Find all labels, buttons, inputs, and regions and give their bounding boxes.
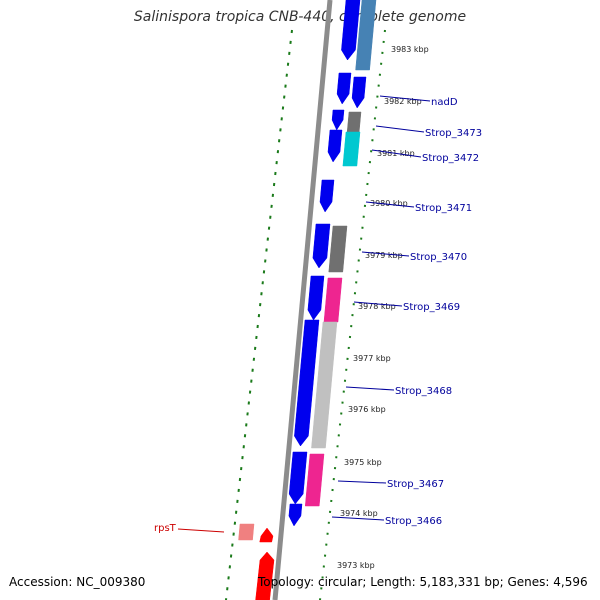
gene-feature-blue — [312, 223, 331, 269]
dotted-tracks — [224, 29, 386, 600]
svg-text:nadD: nadD — [431, 97, 458, 108]
map-title: Salinispora tropica CNB-440, complete ge… — [133, 9, 467, 25]
svg-text:Strop_3468: Strop_3468 — [395, 386, 452, 397]
gene-feature-blue — [307, 275, 325, 321]
gene-feature-blue — [341, 0, 361, 61]
gene-features — [238, 0, 377, 600]
svg-text:Strop_3472: Strop_3472 — [422, 153, 479, 164]
gene-feature-blue — [288, 503, 303, 527]
gene-feature-gray — [346, 111, 362, 133]
svg-text:Strop_3467: Strop_3467 — [387, 479, 444, 490]
gene-label-strop_3472[interactable]: Strop_3472 — [371, 149, 479, 164]
gene-feature-blue — [336, 72, 352, 105]
gene-feature-magenta — [323, 277, 343, 323]
svg-text:Strop_3473: Strop_3473 — [425, 128, 482, 139]
kbp-tick-label: 3980 kbp — [370, 199, 408, 208]
kbp-tick-label: 3973 kbp — [337, 561, 375, 570]
gene-feature-blue — [288, 451, 308, 505]
gene-label-strop_3471[interactable]: Strop_3471 — [365, 201, 472, 214]
gene-feature-cyan — [342, 131, 361, 167]
inner-dotted-track — [318, 29, 386, 600]
svg-text:Strop_3466: Strop_3466 — [385, 516, 442, 527]
accession-text: Accession: NC_009380 — [9, 575, 146, 589]
gene-feature-red — [259, 527, 274, 543]
gene-label-rpst[interactable]: rpsT — [154, 523, 225, 534]
genome-backbone — [272, 0, 333, 600]
kbp-tick-label: 3977 kbp — [353, 354, 391, 363]
gene-label-strop_3468[interactable]: Strop_3468 — [345, 386, 452, 397]
kbp-tick-label: 3983 kbp — [391, 45, 429, 54]
gene-feature-pink — [238, 523, 255, 541]
kbp-tick-label: 3978 kbp — [358, 302, 396, 311]
kbp-tick-label: 3974 kbp — [340, 509, 378, 518]
gene-label-strop_3470[interactable]: Strop_3470 — [361, 251, 467, 263]
gene-feature-blue — [294, 319, 320, 447]
gene-label-strop_3467[interactable]: Strop_3467 — [337, 479, 444, 490]
topology-text: Topology: circular; Length: 5,183,331 bp… — [258, 575, 588, 589]
kbp-tick-label: 3979 kbp — [365, 251, 403, 260]
gene-feature-steel — [355, 0, 377, 71]
gene-feature-blue — [351, 76, 367, 109]
svg-text:rpsT: rpsT — [154, 523, 177, 534]
gene-label-strop_3466[interactable]: Strop_3466 — [331, 516, 442, 527]
gene-label-strop_3473[interactable]: Strop_3473 — [375, 125, 482, 139]
gene-feature-blue — [319, 179, 335, 213]
gene-labels: nadD Strop_3473 Strop_3472 Strop_3471 Strop_… — [154, 95, 482, 534]
svg-text:Strop_3471: Strop_3471 — [415, 203, 472, 214]
svg-text:Strop_3470: Strop_3470 — [410, 252, 467, 263]
kbp-tick-label: 3982 kbp — [384, 97, 422, 106]
gene-label-nadd[interactable]: nadD — [379, 95, 458, 108]
gene-feature-red — [255, 551, 275, 600]
gene-feature-lightgray — [311, 321, 338, 449]
gene-feature-gray — [328, 225, 348, 273]
gene-feature-blue — [331, 109, 345, 131]
gene-label-strop_3469[interactable]: Strop_3469 — [353, 301, 460, 313]
kbp-tick-label: 3975 kbp — [344, 458, 382, 467]
outer-dotted-track — [224, 29, 293, 600]
svg-text:Strop_3469: Strop_3469 — [403, 302, 460, 313]
kbp-tick-label: 3976 kbp — [348, 405, 386, 414]
gene-feature-blue — [327, 129, 343, 163]
gene-feature-magenta — [304, 453, 325, 507]
